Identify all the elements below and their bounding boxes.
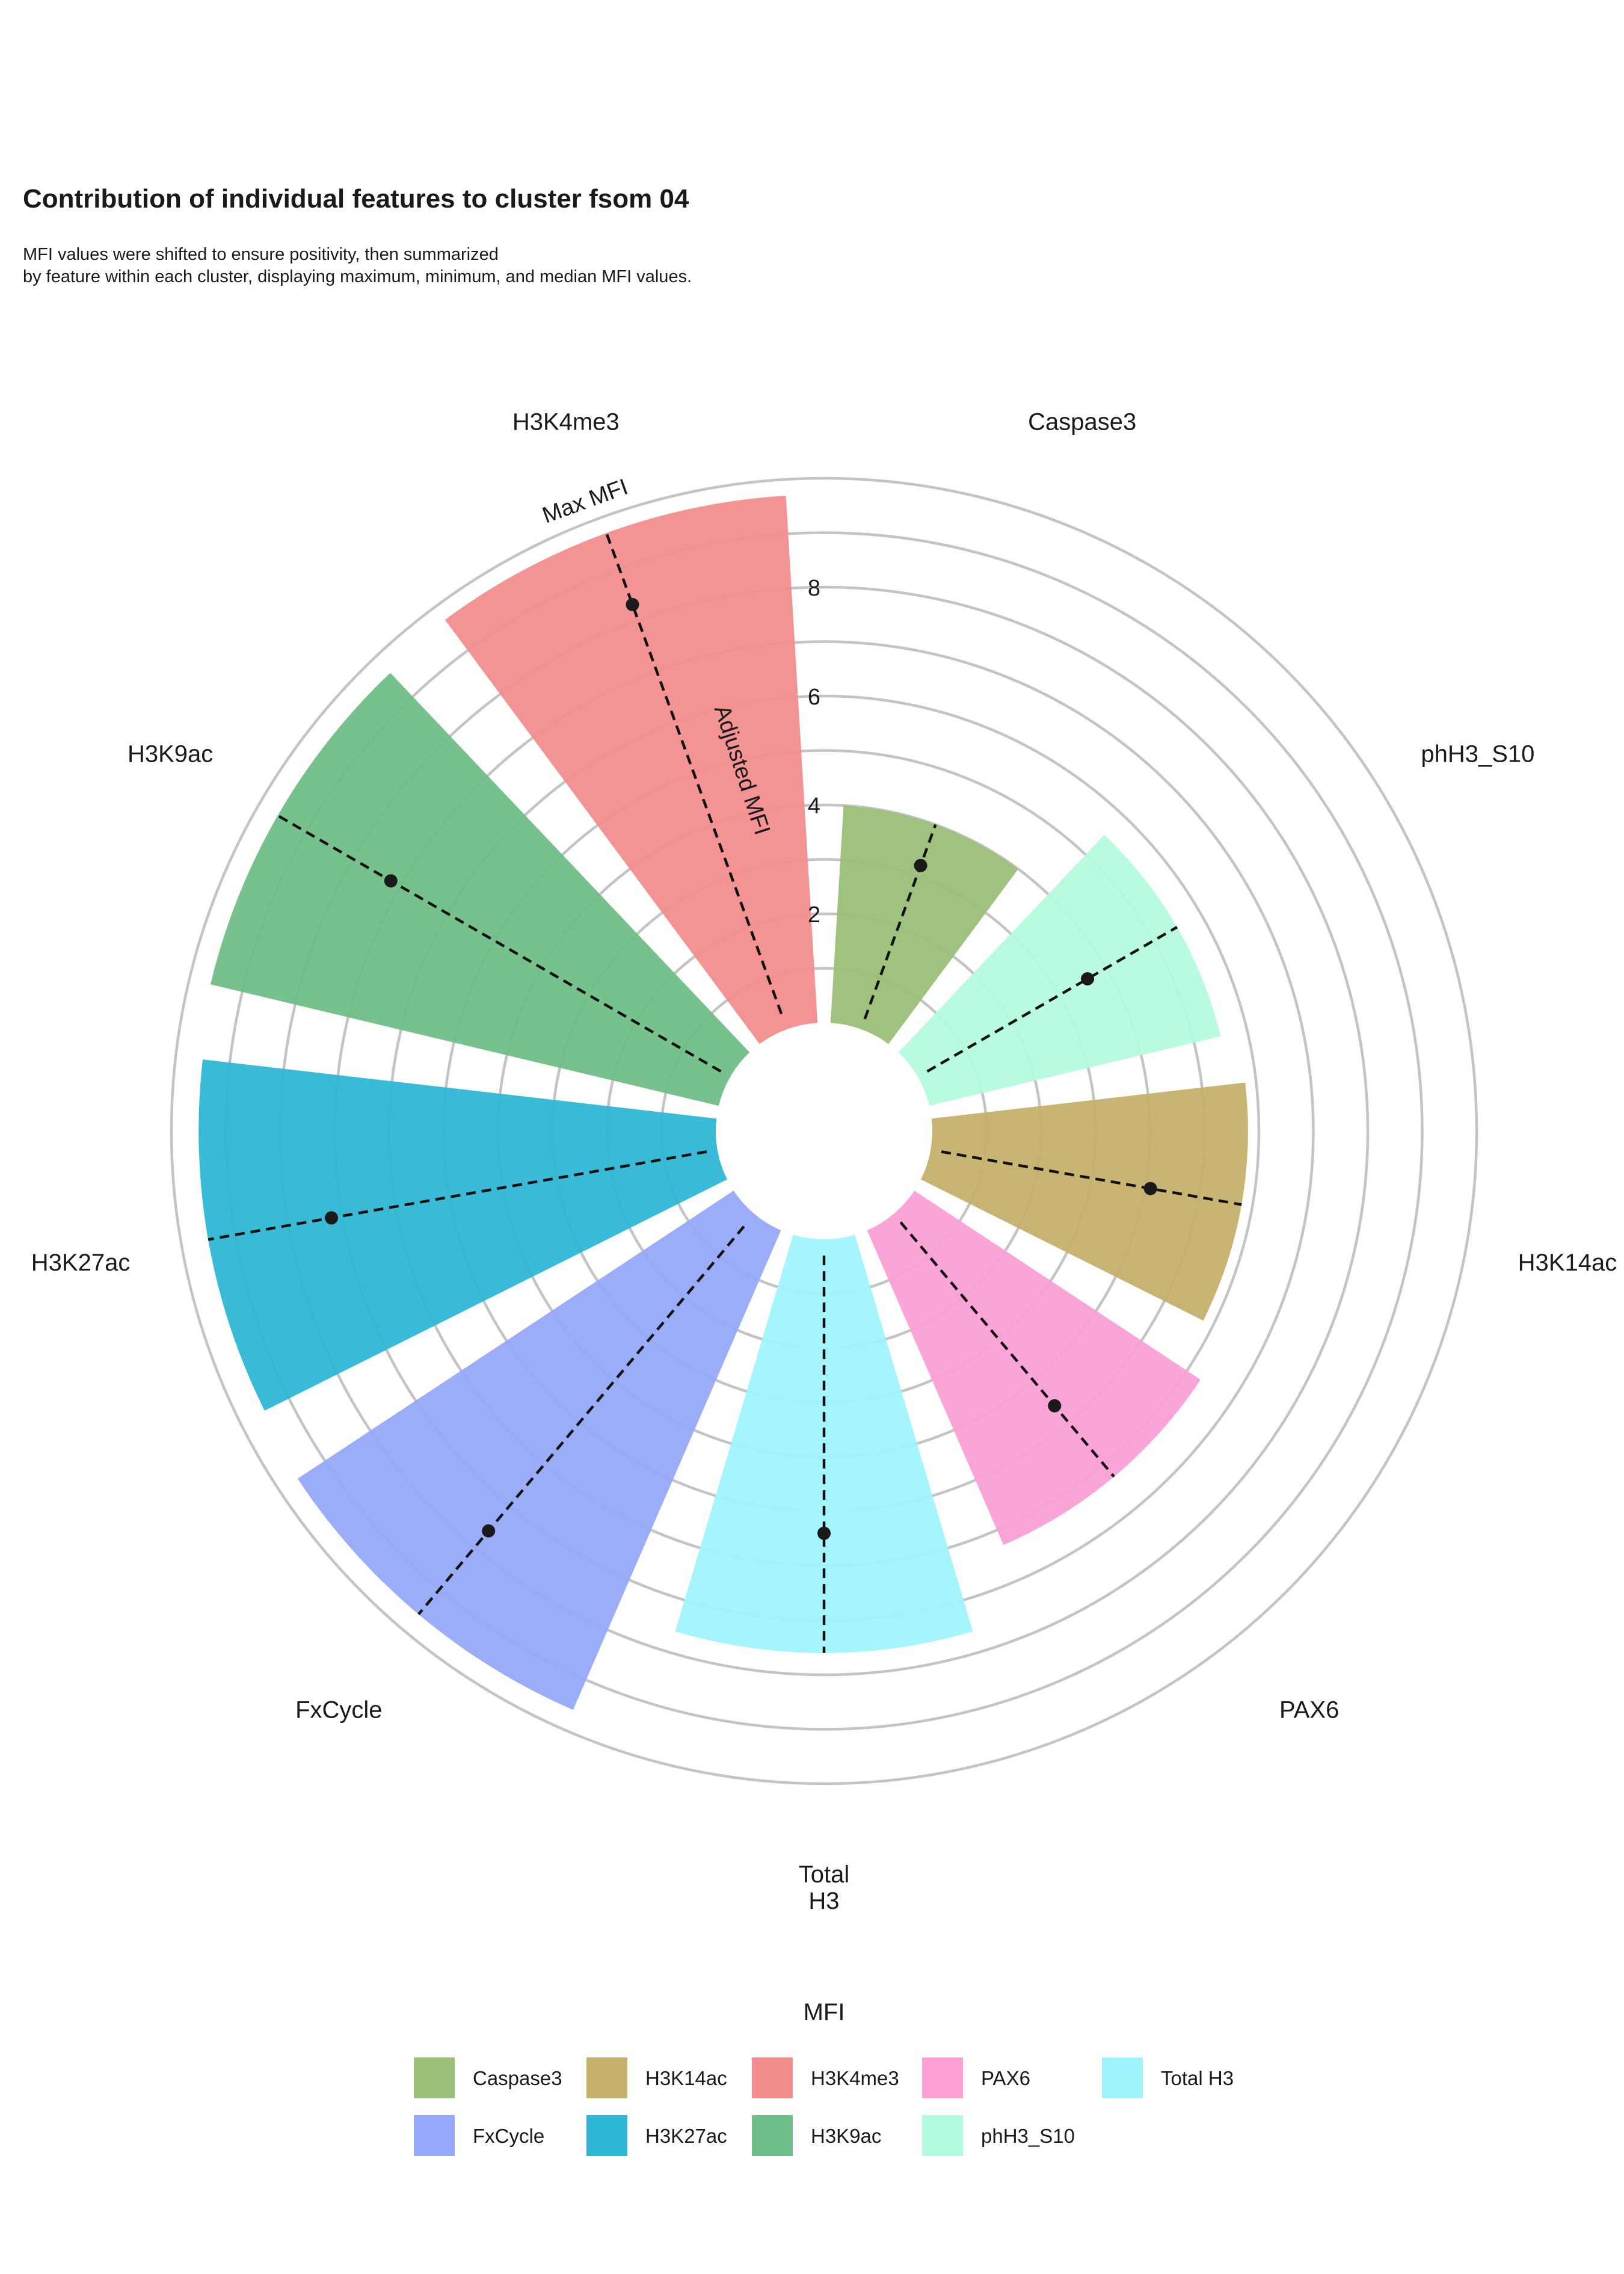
median-point-h3k9ac (384, 874, 398, 888)
range-line-h3k9ac (277, 814, 722, 1073)
category-labels: Caspase3 phH3_S10 H3K14ac PAX6 Total H3 FxCycl… (31, 409, 1617, 1914)
median-point-pax6 (1048, 1399, 1062, 1413)
median-point-h3k14ac (1143, 1182, 1157, 1195)
bar-pax6 (867, 1191, 1201, 1545)
legend-swatch-pax6 (922, 2057, 963, 2098)
range-line-h3k4me3 (605, 532, 783, 1015)
legend-swatch-caspase3 (414, 2057, 455, 2098)
median-points (325, 598, 1157, 1540)
legend-swatch-h3k27ac (586, 2115, 627, 2156)
bar-h3k14ac (921, 1082, 1248, 1321)
tick-label-6: 6 (808, 685, 820, 710)
bar-h3k9ac (210, 673, 750, 1106)
median-point-fxcycle (482, 1524, 496, 1538)
bar-phh3-s10 (898, 834, 1221, 1106)
range-line-fxcycle (417, 1225, 745, 1615)
legend-label-h3k14ac: H3K14ac (645, 2067, 727, 2089)
legend-label-h3k9ac: H3K9ac (811, 2125, 881, 2147)
range-line-h3k14ac (941, 1150, 1242, 1206)
category-label-phh3-s10: phH3_S10 (1421, 741, 1534, 768)
median-point-total-h3 (817, 1526, 831, 1540)
bar-h3k27ac (198, 1059, 727, 1411)
tick-label-8: 8 (808, 576, 820, 601)
chart-subtitle-line-1: MFI values were shifted to ensure positi… (23, 245, 499, 264)
legend-swatch-h3k4me3 (752, 2057, 793, 2098)
median-point-h3k27ac (325, 1211, 339, 1225)
legend-swatch-h3k9ac (752, 2115, 793, 2156)
legend-label-h3k4me3: H3K4me3 (811, 2067, 899, 2089)
category-label-caspase3: Caspase3 (1028, 409, 1136, 436)
gridline-10 (170, 476, 1478, 1786)
category-label-h3k14ac: H3K14ac (1518, 1249, 1617, 1276)
radial-tick-labels: 2 4 6 8 (808, 576, 820, 928)
range-line-caspase3 (863, 824, 937, 1020)
legend-swatch-phh3-s10 (922, 2115, 963, 2156)
bars (198, 496, 1248, 1710)
median-point-caspase3 (914, 858, 927, 872)
category-label-fxcycle: FxCycle (295, 1696, 382, 1723)
legend: MFI Caspase3 H3K14ac H3K4me3 PAX6 Total H3 Fx… (414, 1999, 1234, 2156)
tick-label-4: 4 (808, 793, 820, 819)
legend-label-h3k27ac: H3K27ac (645, 2125, 727, 2147)
min-max-lines (208, 532, 1242, 1653)
tick-label-2: 2 (808, 902, 820, 928)
bar-h3k4me3 (444, 496, 818, 1044)
max-mfi-label: Max MFI (539, 474, 631, 528)
legend-label-total-h3: Total H3 (1161, 2067, 1234, 2089)
category-label-h3k9ac: H3K9ac (128, 741, 213, 768)
category-label-pax6: PAX6 (1279, 1696, 1339, 1723)
legend-swatch-total-h3 (1102, 2057, 1143, 2098)
legend-label-fxcycle: FxCycle (473, 2125, 544, 2147)
median-point-h3k4me3 (626, 598, 639, 612)
range-line-phh3-s10 (926, 926, 1178, 1073)
legend-swatch-h3k14ac (586, 2057, 627, 2098)
legend-label-pax6: PAX6 (981, 2067, 1030, 2089)
category-label-h3k27ac: H3K27ac (31, 1249, 131, 1276)
range-line-h3k27ac (208, 1150, 707, 1241)
legend-swatch-fxcycle (414, 2115, 455, 2156)
range-line-pax6 (899, 1221, 1115, 1478)
bar-fxcycle (297, 1191, 781, 1710)
legend-label-phh3-s10: phH3_S10 (981, 2125, 1075, 2147)
category-label-total-h3: Total H3 (799, 1861, 850, 1914)
chart-subtitle-line-2: by feature within each cluster, displayi… (23, 267, 692, 286)
legend-title: MFI (804, 1999, 845, 2026)
legend-label-caspase3: Caspase3 (473, 2067, 562, 2089)
category-label-h3k4me3: H3K4me3 (512, 409, 620, 436)
chart-title: Contribution of individual features to c… (23, 184, 689, 214)
median-point-phh3-s10 (1081, 972, 1095, 986)
